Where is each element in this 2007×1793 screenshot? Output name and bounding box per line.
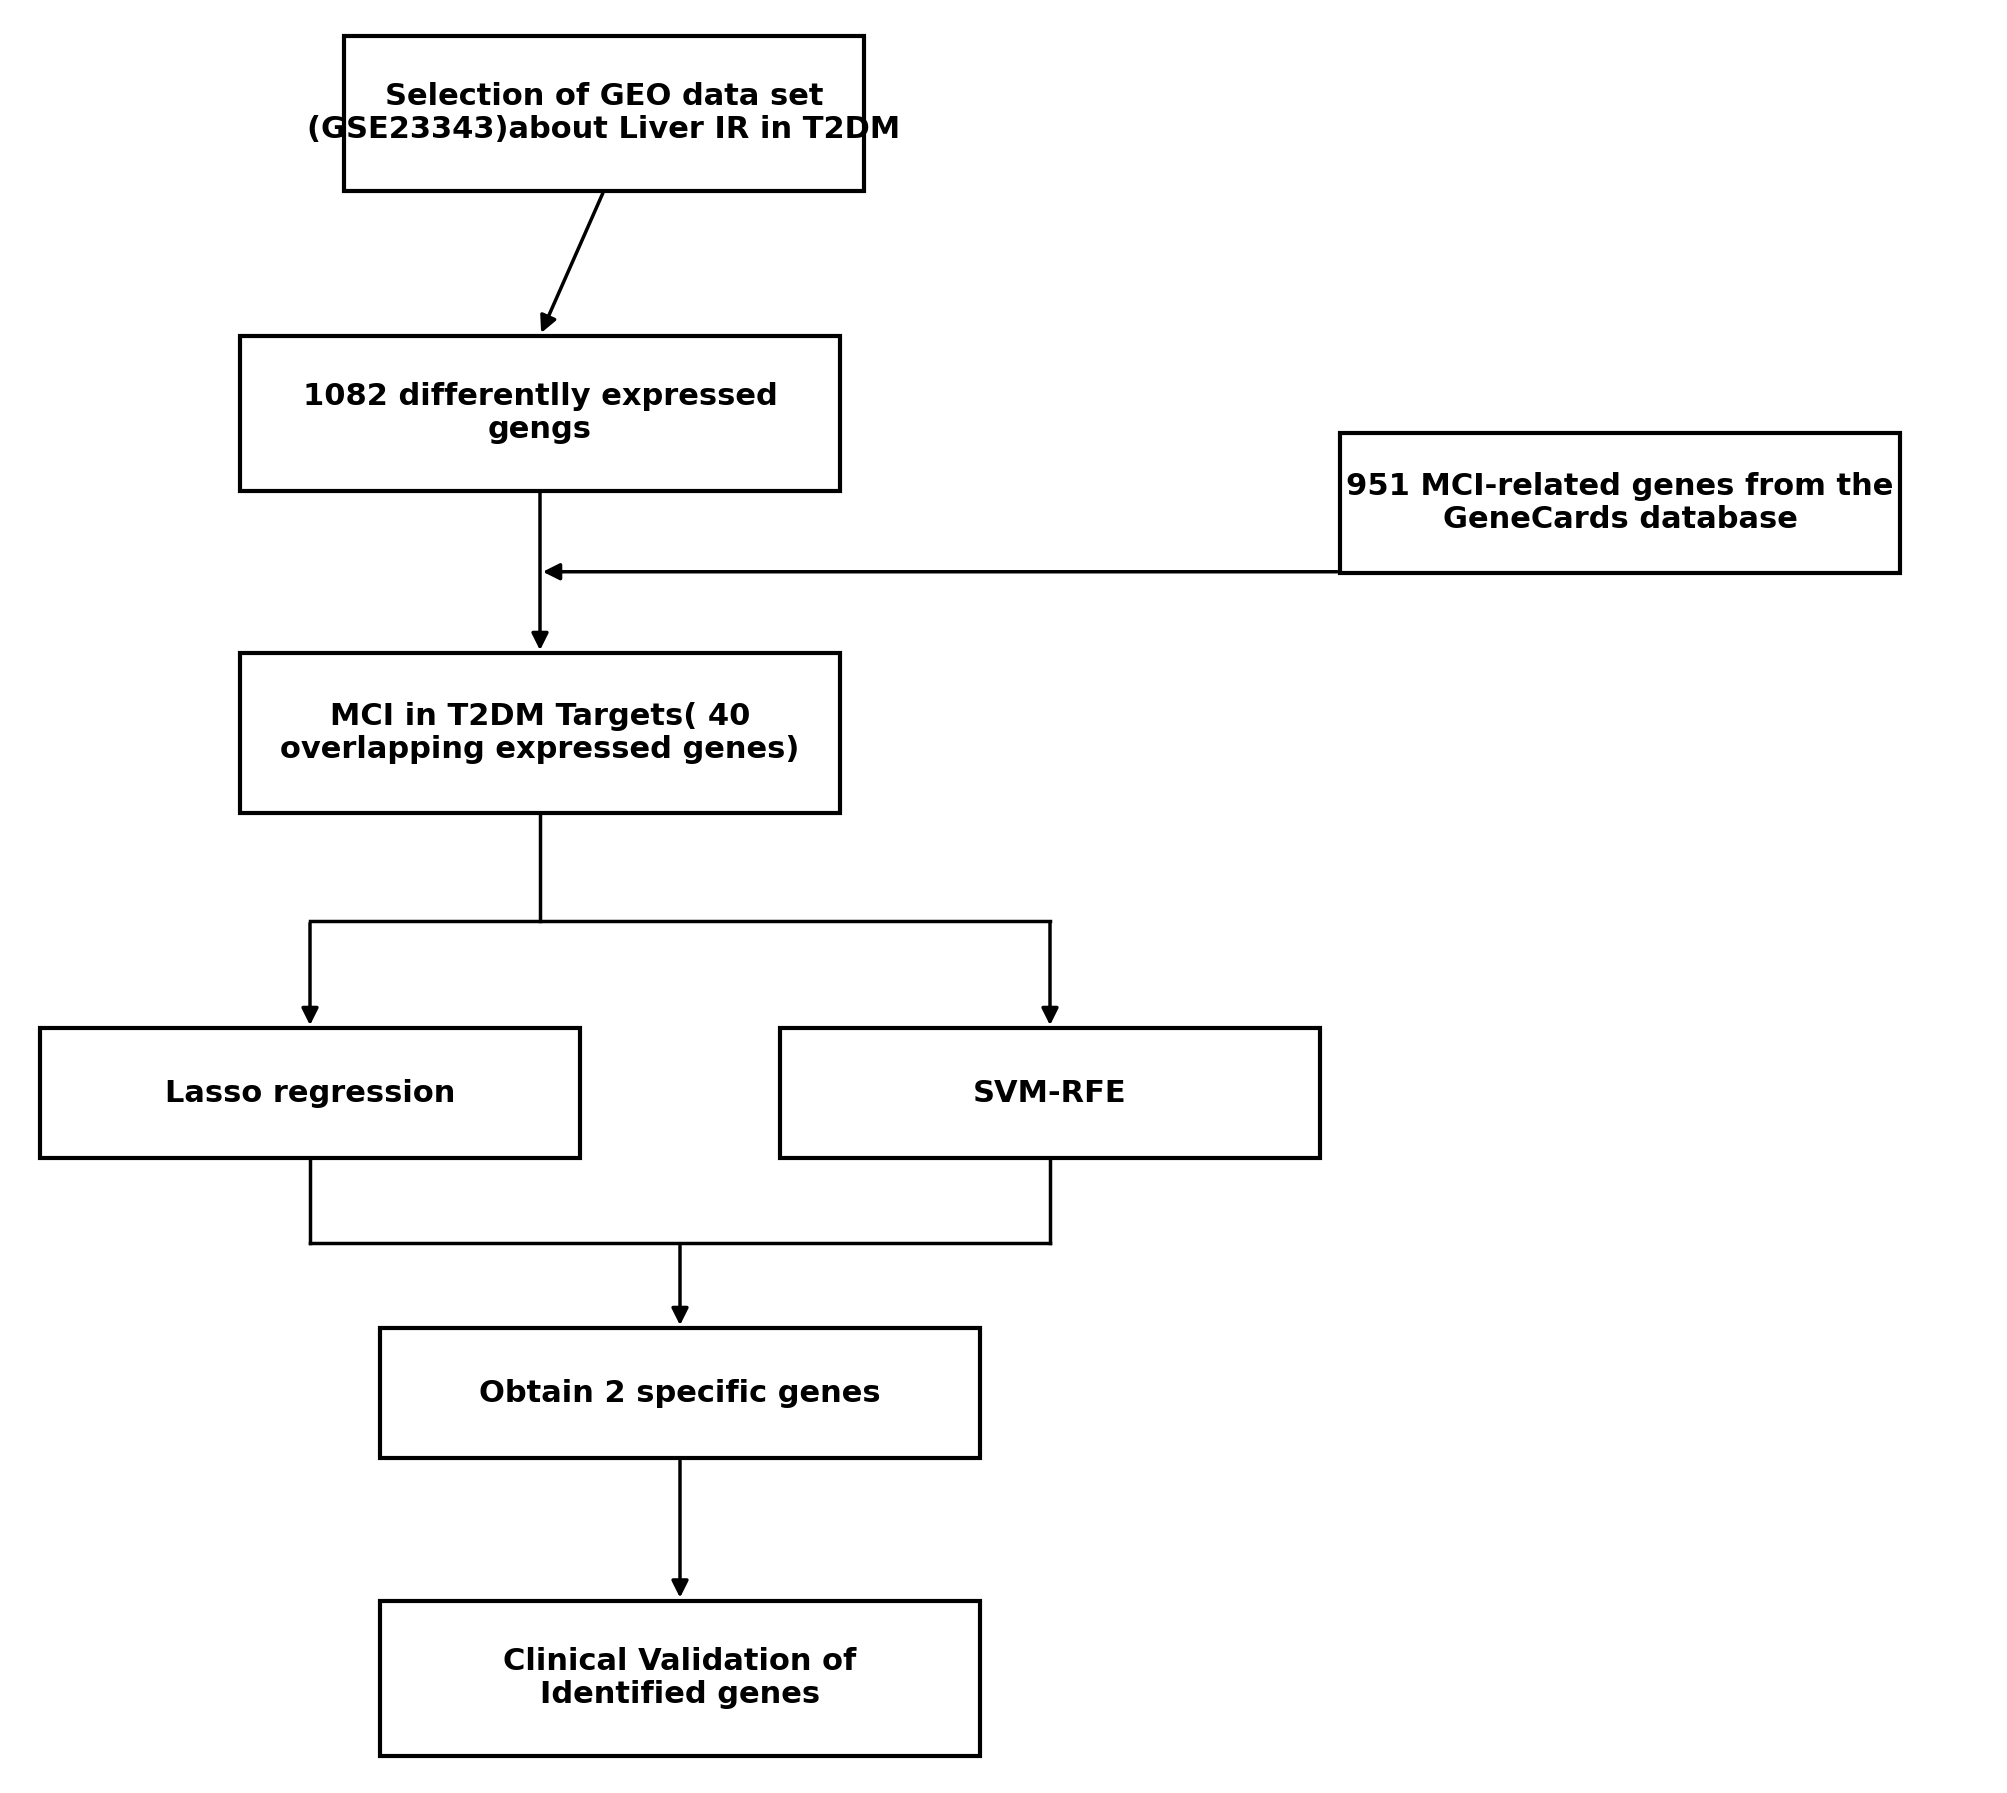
FancyBboxPatch shape: [343, 36, 863, 190]
Text: SVM-RFE: SVM-RFE: [973, 1079, 1126, 1108]
Text: Lasso regression: Lasso regression: [165, 1079, 456, 1108]
FancyBboxPatch shape: [379, 1329, 979, 1458]
FancyBboxPatch shape: [241, 653, 839, 812]
FancyBboxPatch shape: [779, 1027, 1319, 1158]
Text: Clinical Validation of
Identified genes: Clinical Validation of Identified genes: [504, 1646, 857, 1709]
Text: Obtain 2 specific genes: Obtain 2 specific genes: [480, 1379, 881, 1408]
Text: 1082 differentlly expressed
gengs: 1082 differentlly expressed gengs: [303, 382, 777, 445]
FancyBboxPatch shape: [241, 335, 839, 491]
FancyBboxPatch shape: [379, 1601, 979, 1755]
FancyBboxPatch shape: [1339, 432, 1899, 574]
Text: MCI in T2DM Targets( 40
overlapping expressed genes): MCI in T2DM Targets( 40 overlapping expr…: [281, 701, 799, 764]
Text: Selection of GEO data set
(GSE23343)about Liver IR in T2DM: Selection of GEO data set (GSE23343)abou…: [307, 82, 901, 143]
FancyBboxPatch shape: [40, 1027, 580, 1158]
Text: 951 MCI-related genes from the
GeneCards database: 951 MCI-related genes from the GeneCards…: [1345, 472, 1893, 534]
